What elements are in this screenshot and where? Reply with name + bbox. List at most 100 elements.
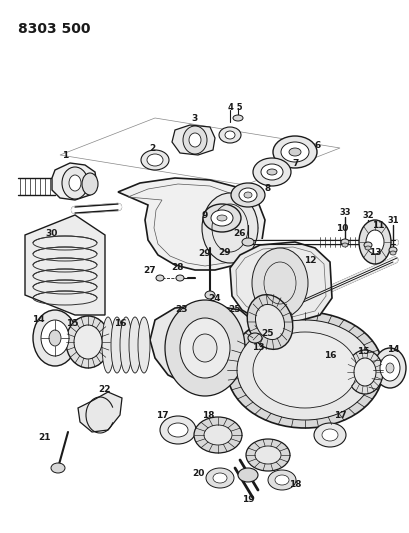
Ellipse shape xyxy=(388,247,396,253)
Ellipse shape xyxy=(193,334,216,362)
Text: 12: 12 xyxy=(303,255,315,264)
Ellipse shape xyxy=(102,317,114,373)
Text: 1: 1 xyxy=(62,150,68,159)
Text: 25: 25 xyxy=(228,305,240,314)
Ellipse shape xyxy=(202,193,257,263)
Ellipse shape xyxy=(164,300,245,396)
Text: 3: 3 xyxy=(191,114,198,123)
Polygon shape xyxy=(78,392,122,432)
Ellipse shape xyxy=(193,417,241,453)
Ellipse shape xyxy=(205,468,234,488)
Ellipse shape xyxy=(274,475,288,485)
Text: 27: 27 xyxy=(143,265,156,274)
Ellipse shape xyxy=(334,353,344,393)
Text: 8: 8 xyxy=(264,183,270,192)
Ellipse shape xyxy=(62,167,88,199)
Text: 18: 18 xyxy=(201,410,214,419)
Text: 14: 14 xyxy=(31,316,44,325)
Text: 13: 13 xyxy=(368,247,380,256)
Polygon shape xyxy=(172,125,214,155)
Ellipse shape xyxy=(204,291,214,299)
Ellipse shape xyxy=(74,325,102,359)
Ellipse shape xyxy=(189,133,200,147)
Ellipse shape xyxy=(280,142,308,162)
Text: 18: 18 xyxy=(288,481,301,489)
Ellipse shape xyxy=(252,332,356,408)
Ellipse shape xyxy=(316,353,326,393)
Ellipse shape xyxy=(236,320,372,420)
Ellipse shape xyxy=(358,220,390,264)
Ellipse shape xyxy=(353,358,375,386)
Ellipse shape xyxy=(180,318,229,378)
Text: 17: 17 xyxy=(155,410,168,419)
Ellipse shape xyxy=(49,330,61,346)
Text: 11: 11 xyxy=(371,221,383,230)
Ellipse shape xyxy=(364,246,370,250)
Ellipse shape xyxy=(313,423,345,447)
Text: 30: 30 xyxy=(46,229,58,238)
Ellipse shape xyxy=(141,150,169,170)
Ellipse shape xyxy=(51,463,65,473)
Text: 19: 19 xyxy=(241,496,254,505)
Ellipse shape xyxy=(204,425,231,445)
Ellipse shape xyxy=(325,353,335,393)
Ellipse shape xyxy=(321,429,337,441)
Ellipse shape xyxy=(168,423,188,437)
Text: 22: 22 xyxy=(99,385,111,394)
Polygon shape xyxy=(229,242,331,322)
Polygon shape xyxy=(52,163,97,200)
Ellipse shape xyxy=(182,126,207,154)
Ellipse shape xyxy=(111,317,123,373)
Text: 23: 23 xyxy=(175,305,188,314)
Polygon shape xyxy=(25,215,105,315)
Ellipse shape xyxy=(230,183,264,207)
Text: 7: 7 xyxy=(292,158,299,167)
Ellipse shape xyxy=(41,320,69,356)
Ellipse shape xyxy=(129,317,141,373)
Ellipse shape xyxy=(238,188,256,202)
Ellipse shape xyxy=(252,248,307,318)
Ellipse shape xyxy=(266,169,276,175)
Text: 13: 13 xyxy=(251,343,264,352)
Ellipse shape xyxy=(365,230,383,254)
Ellipse shape xyxy=(307,353,317,393)
Text: 2: 2 xyxy=(148,143,155,152)
Ellipse shape xyxy=(247,333,261,343)
Ellipse shape xyxy=(33,310,77,366)
Ellipse shape xyxy=(241,238,254,246)
Ellipse shape xyxy=(255,304,284,340)
Ellipse shape xyxy=(247,295,292,349)
Ellipse shape xyxy=(227,312,382,428)
Ellipse shape xyxy=(237,468,257,482)
Ellipse shape xyxy=(213,473,227,483)
Ellipse shape xyxy=(261,164,282,180)
Ellipse shape xyxy=(245,439,289,471)
Ellipse shape xyxy=(379,355,399,381)
Ellipse shape xyxy=(346,350,382,394)
Text: 31: 31 xyxy=(386,215,398,224)
Ellipse shape xyxy=(272,136,316,168)
Text: 20: 20 xyxy=(191,469,204,478)
Text: 17: 17 xyxy=(333,410,346,419)
Text: 14: 14 xyxy=(386,345,398,354)
Text: 4 5: 4 5 xyxy=(227,102,242,111)
Ellipse shape xyxy=(288,148,300,156)
Text: 10: 10 xyxy=(335,223,347,232)
Text: 16: 16 xyxy=(113,319,126,327)
Ellipse shape xyxy=(252,158,290,186)
Text: 16: 16 xyxy=(323,351,335,359)
Ellipse shape xyxy=(389,251,395,255)
Ellipse shape xyxy=(254,446,280,464)
Ellipse shape xyxy=(218,127,240,143)
Ellipse shape xyxy=(341,243,347,247)
Ellipse shape xyxy=(202,204,240,232)
Ellipse shape xyxy=(66,316,110,368)
Ellipse shape xyxy=(175,275,184,281)
Ellipse shape xyxy=(267,470,295,490)
Text: 9: 9 xyxy=(201,211,208,220)
Text: 21: 21 xyxy=(39,432,51,441)
Text: 28: 28 xyxy=(171,262,184,271)
Ellipse shape xyxy=(216,215,227,221)
Text: 26: 26 xyxy=(233,229,246,238)
Ellipse shape xyxy=(211,210,232,226)
